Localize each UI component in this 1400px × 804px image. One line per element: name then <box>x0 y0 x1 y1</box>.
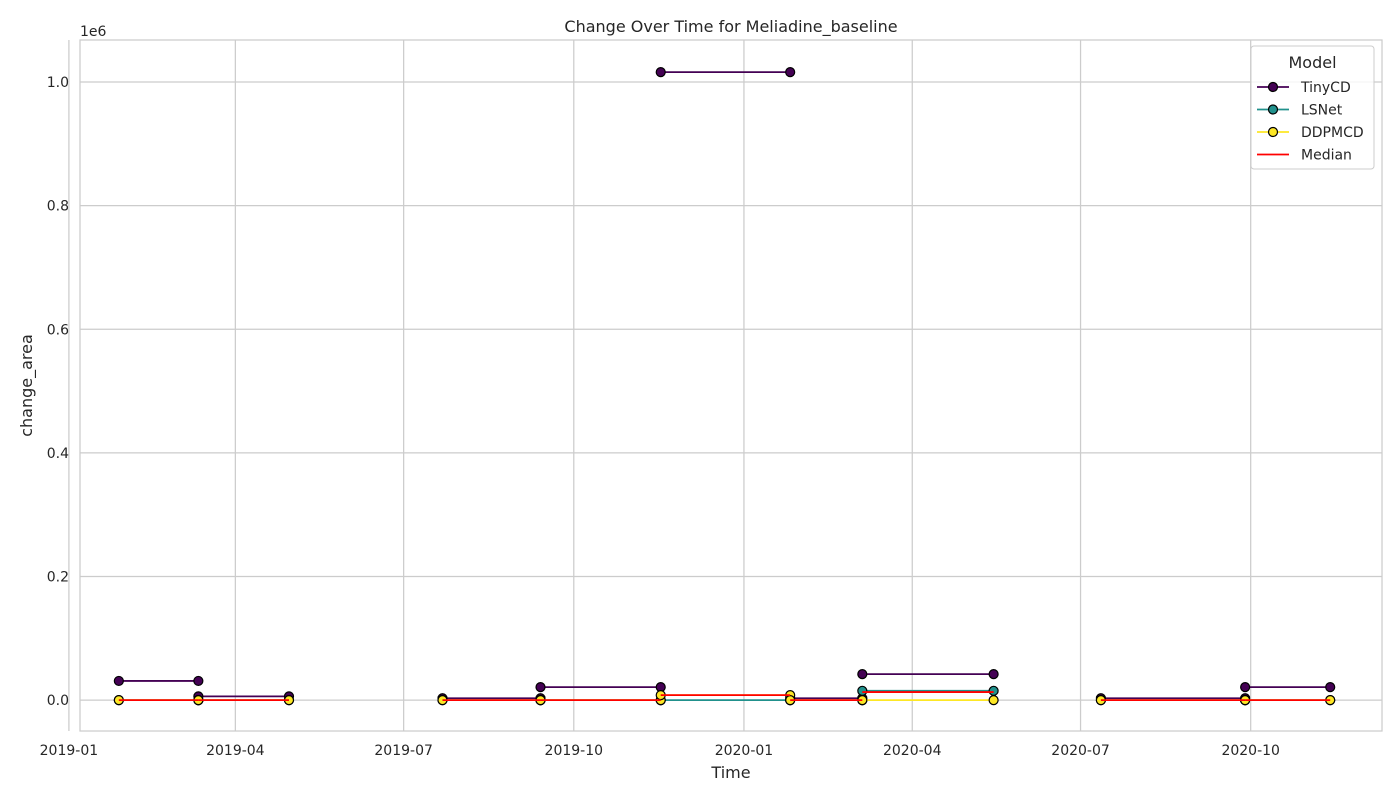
legend-label: TinyCD <box>1300 80 1351 96</box>
legend-marker-swatch <box>1267 81 1279 93</box>
x-tick-label: 2020-01 <box>715 743 774 759</box>
data-point <box>988 685 999 696</box>
y-tick-label: 0.2 <box>47 569 69 585</box>
legend-entries: TinyCD LSNet DDPMCD Median <box>1257 80 1364 164</box>
y-tick-label: 0.0 <box>47 693 69 709</box>
tick-labels: 2019-01 2019-04 2019-07 2019-10 2020-01 2020-… <box>40 75 1280 759</box>
y-tick-label: 0.8 <box>47 199 69 215</box>
x-tick-label: 2019-10 <box>545 743 604 759</box>
y-tick-label: 1.0 <box>47 75 69 91</box>
x-tick-label: 2019-04 <box>206 743 265 759</box>
data-point <box>1325 682 1336 693</box>
grid-lines <box>68 40 1382 731</box>
legend-label: LSNet <box>1301 103 1343 119</box>
legend-marker-swatch <box>1267 104 1279 115</box>
x-axis-label: Time <box>710 763 750 782</box>
x-tick-label: 2020-04 <box>883 743 942 759</box>
data-point <box>988 669 999 680</box>
data-point <box>193 675 204 687</box>
legend-entry-lsnet: LSNet <box>1257 103 1343 119</box>
legend-title: Model <box>1288 53 1336 72</box>
data-point <box>988 694 999 706</box>
y-tick-label: 0.6 <box>47 322 69 338</box>
legend-marker-swatch <box>1267 126 1279 138</box>
x-tick-label: 2019-01 <box>40 743 99 759</box>
x-tick-label: 2020-10 <box>1221 743 1280 759</box>
legend-label: DDPMCD <box>1301 125 1364 141</box>
data-point <box>655 67 666 78</box>
legend-entry-median: Median <box>1257 148 1352 164</box>
data-point <box>857 685 868 696</box>
x-tick-label: 2019-07 <box>374 743 433 759</box>
series-median <box>118 691 1331 701</box>
y-axis-label: change_area <box>17 334 37 437</box>
series-layer <box>113 67 1336 706</box>
plot-frame <box>79 39 1383 732</box>
data-point <box>113 675 124 687</box>
data-point <box>857 669 868 680</box>
data-point <box>1240 682 1251 693</box>
legend-label: Median <box>1301 148 1352 164</box>
chart-title: Change Over Time for Meliadine_baseline <box>564 17 897 37</box>
data-point <box>535 682 546 693</box>
legend: Model TinyCD LSNet DDPMCD Median <box>1250 45 1375 170</box>
y-tick-label: 0.4 <box>47 446 69 462</box>
y-axis-offset-text: 1e6 <box>80 24 107 40</box>
legend-box <box>1250 45 1375 170</box>
data-point <box>785 67 796 78</box>
x-tick-label: 2020-07 <box>1051 743 1110 759</box>
legend-entry-tinycd: TinyCD <box>1257 80 1351 96</box>
legend-entry-ddpmcd: DDPMCD <box>1257 125 1364 141</box>
